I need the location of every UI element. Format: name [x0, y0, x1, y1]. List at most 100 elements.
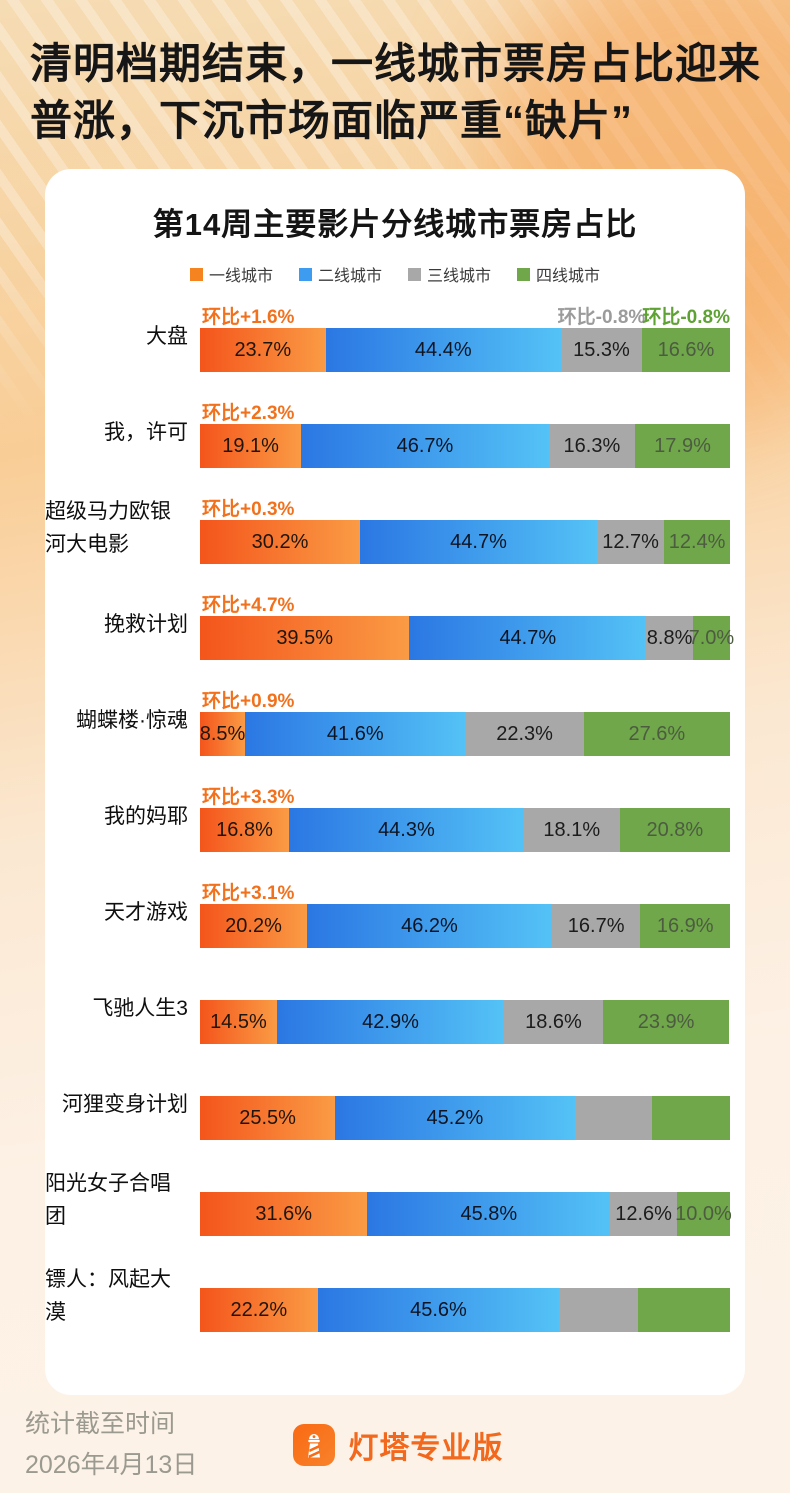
wow-change-label: 环比+2.3% [202, 403, 295, 425]
chart-row: 镖人：风起大漠 22.2% 45.6% [45, 1260, 745, 1333]
bar-area: 25.5% 45.2% [200, 1068, 730, 1141]
bar-segment-一线城市: 23.7% [200, 328, 326, 373]
segment-value-label: 14.5% [210, 1010, 267, 1033]
segment-value-label: 46.2% [401, 914, 458, 937]
segment-value-label: 46.7% [396, 434, 454, 457]
chart-row: 天才游戏 环比+3.1% 20.2% 46.2% 16.7% 16.9% [45, 876, 745, 949]
bar-segment-三线城市: 18.6% [504, 1000, 603, 1045]
film-label: 河狸变身计划 [45, 1068, 188, 1140]
stat-time-date: 2026年4月13日 [25, 1451, 198, 1479]
legend-item: 三线城市 [408, 262, 491, 286]
film-label-text: 河狸变身计划 [62, 1092, 188, 1116]
bar-area: 22.2% 45.6% [200, 1260, 730, 1333]
legend-swatch-icon [298, 267, 312, 281]
stacked-bar: 25.5% 45.2% [200, 1096, 730, 1141]
segment-value-label: 23.7% [234, 338, 292, 361]
segment-value-label: 17.9% [654, 434, 711, 457]
segment-value-label: 27.6% [628, 722, 686, 745]
bar-segment-四线城市: 12.4% [664, 520, 730, 565]
chart-rows: 大盘 环比+1.6% 环比-0.8% 环比-0.8% 23.7% 44.4% 15.3% 16… [45, 300, 745, 1333]
film-label: 飞驰人生3 [45, 972, 188, 1044]
wow-change-label: 环比+4.7% [202, 595, 295, 617]
stacked-bar: 19.1% 46.7% 16.3% 17.9% [200, 424, 730, 469]
wow-change-label: 环比+1.6% [202, 307, 295, 329]
bar-segment-四线城市: 17.9% [635, 424, 730, 469]
segment-value-label: 44.7% [450, 530, 507, 553]
segment-value-label: 22.3% [496, 722, 553, 745]
bar-segment-四线城市: 27.6% [583, 712, 730, 757]
film-label: 大盘 [45, 300, 188, 372]
brand-name: 灯塔专业版 [348, 1432, 504, 1465]
segment-value-label: 44.4% [414, 338, 472, 361]
film-label: 阳光女子合唱团 [45, 1164, 188, 1236]
chart-row: 阳光女子合唱团 31.6% 45.8% 12.6% 10.0% [45, 1164, 745, 1237]
stacked-bar: 39.5% 44.7% 8.8% 7.0% [200, 616, 734, 661]
brand-block: 灯塔专业版 [293, 1423, 503, 1467]
bar-segment-一线城市: 39.5% [200, 616, 410, 661]
bar-area: 环比+2.3% 19.1% 46.7% 16.3% 17.9% [200, 396, 730, 469]
film-label-text: 天才游戏 [104, 900, 188, 924]
bar-area: 环比+4.7% 39.5% 44.7% 8.8% 7.0% [200, 588, 734, 661]
bar-segment-一线城市: 19.1% [200, 424, 302, 469]
segment-value-label: 42.9% [362, 1010, 419, 1033]
bar-segment-四线城市 [638, 1288, 730, 1333]
legend-label: 三线城市 [427, 268, 492, 286]
segment-value-label: 20.8% [646, 818, 704, 841]
bar-segment-二线城市: 41.6% [245, 712, 466, 757]
legend-item: 二线城市 [298, 262, 382, 286]
headline-line2: 普涨，下沉市场面临严重“缺片” [30, 96, 634, 144]
wow-change-label: 环比+3.1% [202, 883, 295, 905]
chart-row: 挽救计划 环比+4.7% 39.5% 44.7% 8.8% 7.0% [45, 588, 745, 661]
stacked-bar: 23.7% 44.4% 15.3% 16.6% [200, 328, 730, 373]
chart-row: 我，许可 环比+2.3% 19.1% 46.7% 16.3% 17.9% [45, 396, 745, 469]
segment-value-label: 12.6% [615, 1202, 672, 1225]
segment-value-label: 16.7% [567, 914, 625, 937]
segment-value-label: 45.8% [460, 1202, 518, 1225]
bar-segment-二线城市: 44.7% [409, 616, 647, 661]
chart-row: 超级马力欧银河大电影 环比+0.3% 30.2% 44.7% 12.7% 12.4% [45, 492, 745, 565]
stat-time-label: 统计截至时间 [25, 1409, 176, 1438]
segment-value-label: 45.6% [410, 1298, 467, 1321]
bar-area: 环比+0.9% 8.5% 41.6% 22.3% 27.6% [200, 684, 730, 757]
wow-change-label: 环比+0.9% [202, 691, 295, 713]
film-label: 挽救计划 [45, 588, 188, 660]
segment-value-label: 25.5% [239, 1106, 296, 1129]
segment-value-label: 12.7% [602, 530, 659, 553]
legend-label: 二线城市 [317, 268, 382, 286]
legend-label: 四线城市 [536, 268, 601, 286]
bar-segment-一线城市: 31.6% [200, 1192, 368, 1237]
segment-value-label: 12.4% [668, 530, 726, 553]
film-label: 天才游戏 [45, 876, 188, 948]
wow-change-label: 环比-0.8% [642, 307, 730, 329]
bar-segment-三线城市: 12.7% [596, 520, 665, 565]
legend-swatch-icon [408, 267, 421, 281]
chart-title: 第14周主要影片分线城市票房占比 [152, 207, 638, 243]
bar-segment-三线城市 [574, 1096, 653, 1141]
stacked-bar: 16.8% 44.3% 18.1% 20.8% [200, 808, 730, 853]
stat-time-block: 统计截至时间 2026年4月13日 [25, 1404, 197, 1487]
chart-row: 飞驰人生3 14.5% 42.9% 18.6% 23.9% [45, 972, 745, 1045]
bar-segment-一线城市: 25.5% [200, 1096, 336, 1141]
bar-segment-四线城市: 7.0% [689, 616, 734, 661]
film-label-text: 我的妈耶 [104, 804, 188, 828]
bar-segment-二线城市: 45.6% [317, 1288, 560, 1333]
film-label: 我的妈耶 [45, 780, 188, 852]
segment-value-label: 18.6% [525, 1010, 582, 1033]
film-label-text: 我，许可 [104, 420, 188, 444]
headline-line1: 清明档期结束，一线城市票房占比迎来 [30, 40, 762, 87]
chart-row: 河狸变身计划 25.5% 45.2% [45, 1068, 745, 1141]
film-label-text: 挽救计划 [104, 612, 188, 636]
page-footer: 统计截至时间 2026年4月13日 灯塔专业版 [0, 1397, 790, 1493]
segment-value-label: 7.0% [688, 626, 735, 649]
bar-segment-四线城市: 16.6% [642, 328, 730, 373]
bar-segment-三线城市: 16.7% [551, 904, 641, 949]
segment-value-label: 16.9% [656, 914, 714, 937]
segment-value-label: 41.6% [326, 722, 384, 745]
wow-change-label: 环比+3.3% [202, 787, 295, 809]
bar-segment-三线城市: 8.8% [646, 616, 693, 661]
bar-segment-一线城市: 8.5% [200, 712, 245, 757]
chart-legend: 一线城市 二线城市 三线城市 四线城市 [45, 262, 745, 286]
chart-card: 第14周主要影片分线城市票房占比 一线城市 二线城市 三线城市 四线城市 大盘 环比+1… [45, 169, 745, 1396]
chart-row: 我的妈耶 环比+3.3% 16.8% 44.3% 18.1% 20.8% [45, 780, 745, 853]
chart-row: 大盘 环比+1.6% 环比-0.8% 环比-0.8% 23.7% 44.4% 15.3% 16… [45, 300, 745, 373]
